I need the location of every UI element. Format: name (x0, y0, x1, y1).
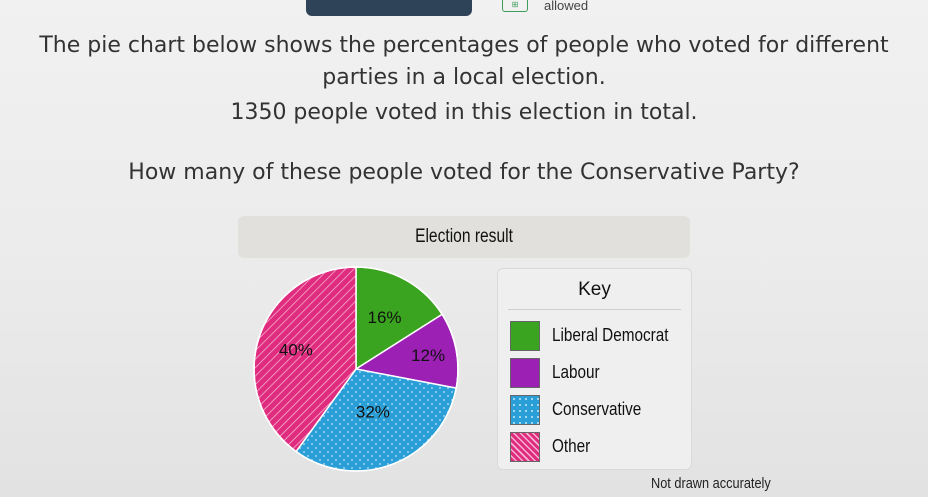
question-line-1: The pie chart below shows the percentage… (39, 33, 889, 58)
key-item-labour: Labour (510, 358, 690, 388)
swatch-other (510, 432, 540, 462)
key-item-other: Other (510, 432, 690, 462)
key-label-conservative: Conservative (552, 399, 642, 419)
chart-title: Election result (415, 226, 513, 247)
question-line-2: parties in a local election. (322, 65, 606, 90)
not-drawn-accurately-note: Not drawn accurately (651, 475, 771, 492)
key-title: Key (578, 279, 611, 300)
key-label-liberal-democrat: Liberal Democrat (552, 325, 669, 345)
swatch-labour (510, 358, 540, 388)
slice-label-labour: 12% (411, 346, 445, 365)
pie-outline (253, 266, 459, 472)
top-toolbar: ⊞ allowed (0, 0, 928, 18)
chart-title-bar: Election result (238, 216, 690, 258)
key-label-other: Other (552, 436, 591, 456)
bookwork-code-button[interactable] (306, 0, 472, 16)
calculator-allowed-label: allowed (544, 0, 589, 13)
slice-label-liberal-democrat: 16% (367, 308, 401, 327)
key-divider (508, 309, 681, 310)
question-line-3: 1350 people voted in this election in to… (230, 100, 698, 125)
swatch-liberal-democrat (510, 321, 540, 351)
slice-label-conservative: 32% (356, 403, 390, 422)
key-item-liberal-democrat: Liberal Democrat (510, 321, 690, 351)
swatch-conservative (510, 395, 540, 425)
chart-key: Key Liberal Democrat Labour Conservative… (497, 268, 692, 470)
slice-label-other: 40% (279, 341, 313, 360)
key-item-conservative: Conservative (510, 395, 690, 425)
calculator-icon: ⊞ (502, 0, 528, 12)
question-prompt: How many of these people voted for the C… (128, 160, 800, 185)
pie-chart: 16% 12% 32% 40% (253, 266, 459, 472)
key-label-labour: Labour (552, 362, 600, 382)
